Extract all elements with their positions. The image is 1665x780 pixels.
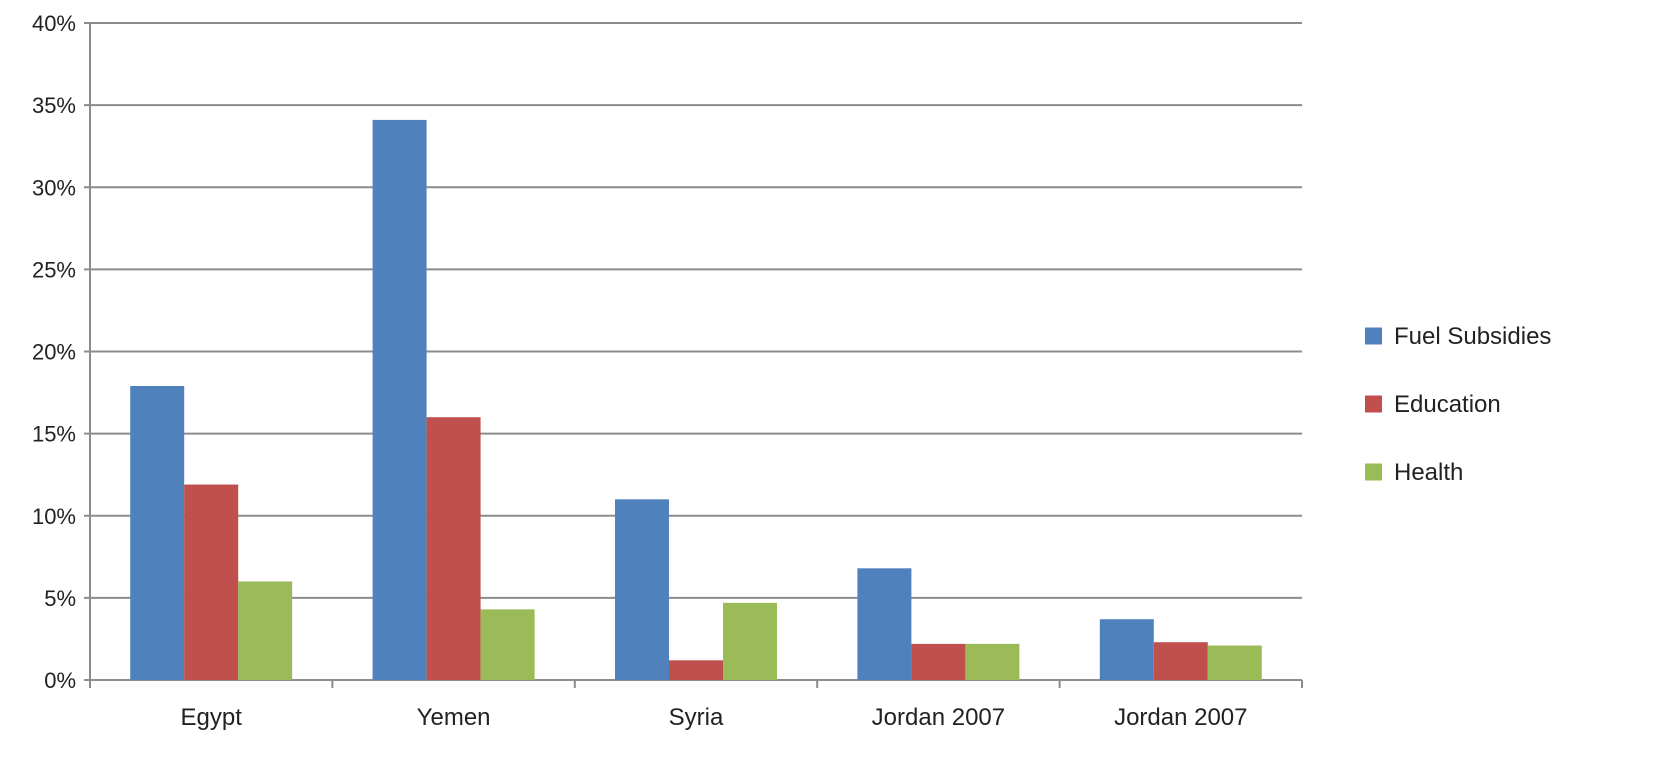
y-tick-label: 35%: [32, 93, 76, 118]
y-tick-label: 30%: [32, 175, 76, 200]
x-category-label: Yemen: [417, 704, 491, 731]
legend-swatch: [1365, 463, 1382, 481]
y-tick-label: 25%: [32, 257, 76, 282]
legend-label: Fuel Subsidies: [1394, 323, 1551, 350]
bar-fuel-subsidies: [615, 499, 669, 680]
y-tick-label: 15%: [32, 422, 76, 447]
x-axis: Egypt Yemen Syria Jordan 2007 Jordan 2007: [89, 679, 1303, 731]
bar-fuel-subsidies: [372, 119, 427, 681]
bars: [130, 119, 1262, 681]
bar-health: [1207, 645, 1262, 680]
legend-label: Education: [1394, 391, 1501, 418]
bar-health: [723, 602, 777, 680]
bar-fuel-subsidies: [1099, 619, 1154, 680]
bar-education: [669, 660, 723, 680]
y-tick-label: 10%: [32, 504, 76, 529]
x-category-label: Egypt: [181, 704, 243, 731]
legend-swatch: [1365, 327, 1382, 345]
bar-education: [911, 643, 966, 680]
gridlines: [90, 22, 1302, 599]
x-category-label: Syria: [669, 704, 724, 731]
x-category-label: Jordan 2007: [1114, 704, 1247, 731]
y-tick-label: 40%: [32, 11, 76, 36]
x-category-label: Jordan 2007: [872, 704, 1005, 731]
y-tick-label: 20%: [32, 340, 76, 365]
bar-education: [426, 417, 481, 680]
bar-education: [1153, 642, 1208, 680]
bar-fuel-subsidies: [130, 385, 185, 680]
legend: Fuel Subsidies Education Health: [1365, 323, 1551, 486]
bar-fuel-subsidies: [857, 568, 912, 680]
legend-swatch: [1365, 395, 1382, 413]
bar-health: [965, 643, 1020, 680]
legend-label: Health: [1394, 459, 1463, 486]
y-tick-label: 0%: [44, 668, 76, 693]
bar-education: [184, 484, 239, 680]
bar-health: [238, 581, 293, 680]
y-tick-label: 5%: [44, 586, 76, 611]
bar-health: [480, 609, 535, 680]
y-axis: 0% 5% 10% 15% 20% 25% 30% 35% 40%: [32, 11, 91, 693]
